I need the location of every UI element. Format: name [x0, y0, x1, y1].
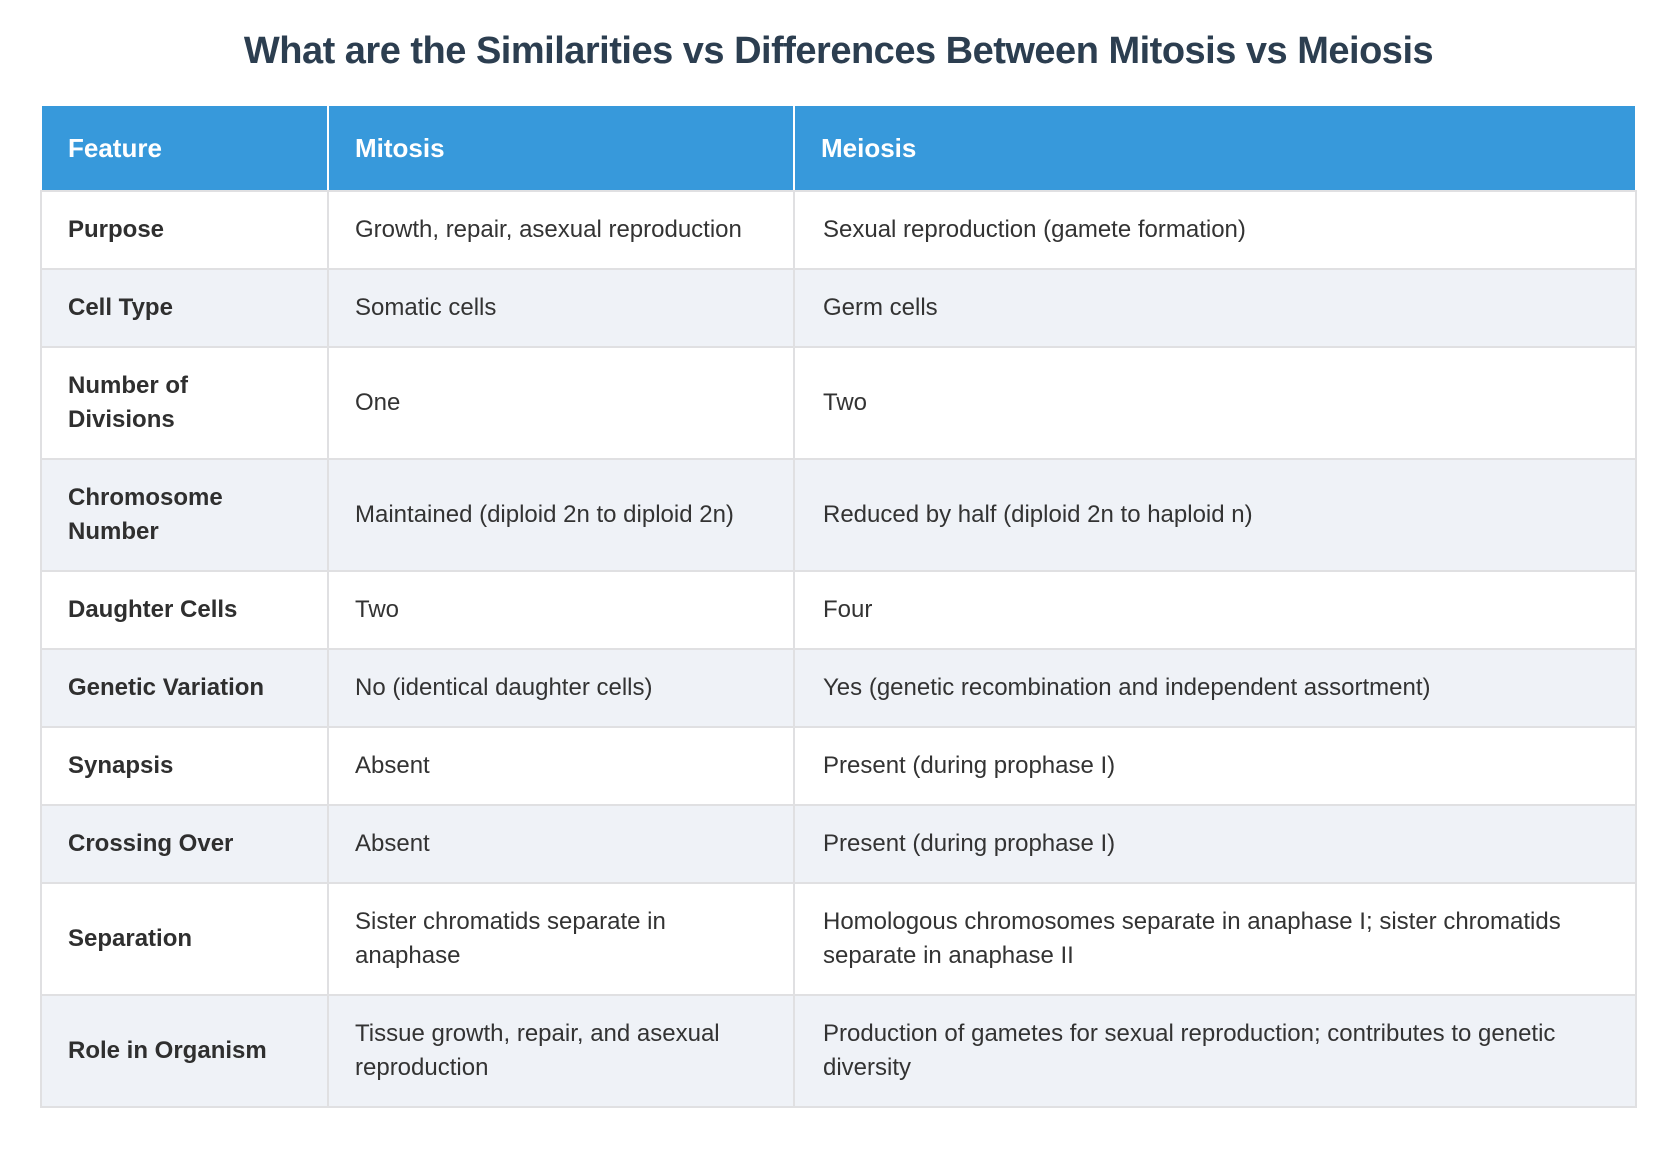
cell-feature: Role in Organism	[40, 994, 329, 1108]
column-header-meiosis: Meiosis	[793, 104, 1637, 192]
table-row: Number of Divisions One Two	[40, 346, 1637, 460]
cell-mitosis: Absent	[327, 804, 795, 884]
cell-meiosis: Production of gametes for sexual reprodu…	[793, 994, 1637, 1108]
page-title: What are the Similarities vs Differences…	[243, 30, 1434, 72]
table-row: Daughter Cells Two Four	[40, 570, 1637, 650]
cell-mitosis: Sister chromatids separate in anaphase	[327, 882, 795, 996]
cell-meiosis: Present (during prophase I)	[793, 726, 1637, 806]
cell-mitosis: Maintained (diploid 2n to diploid 2n)	[327, 458, 795, 572]
cell-feature: Cell Type	[40, 268, 329, 348]
table-row: Purpose Growth, repair, asexual reproduc…	[40, 190, 1637, 270]
cell-meiosis: Four	[793, 570, 1637, 650]
comparison-table: Feature Mitosis Meiosis Purpose Growth, …	[40, 104, 1637, 1108]
cell-meiosis: Homologous chromosomes separate in anaph…	[793, 882, 1637, 996]
cell-meiosis: Yes (genetic recombination and independe…	[793, 648, 1637, 728]
cell-feature: Genetic Variation	[40, 648, 329, 728]
table-row: Role in Organism Tissue growth, repair, …	[40, 994, 1637, 1108]
cell-meiosis: Germ cells	[793, 268, 1637, 348]
table-row: Crossing Over Absent Present (during pro…	[40, 804, 1637, 884]
cell-feature: Crossing Over	[40, 804, 329, 884]
column-header-feature: Feature	[40, 104, 329, 192]
cell-meiosis: Reduced by half (diploid 2n to haploid n…	[793, 458, 1637, 572]
table-row: Synapsis Absent Present (during prophase…	[40, 726, 1637, 806]
cell-feature: Separation	[40, 882, 329, 996]
table-row: Cell Type Somatic cells Germ cells	[40, 268, 1637, 348]
cell-meiosis: Two	[793, 346, 1637, 460]
cell-mitosis: Tissue growth, repair, and asexual repro…	[327, 994, 795, 1108]
cell-mitosis: Absent	[327, 726, 795, 806]
table-row: Separation Sister chromatids separate in…	[40, 882, 1637, 996]
cell-feature: Synapsis	[40, 726, 329, 806]
cell-mitosis: Growth, repair, asexual reproduction	[327, 190, 795, 270]
cell-mitosis: Somatic cells	[327, 268, 795, 348]
cell-mitosis: Two	[327, 570, 795, 650]
cell-feature: Chromosome Number	[40, 458, 329, 572]
table-row: Chromosome Number Maintained (diploid 2n…	[40, 458, 1637, 572]
cell-mitosis: One	[327, 346, 795, 460]
header-row: Feature Mitosis Meiosis	[40, 104, 1637, 192]
cell-feature: Number of Divisions	[40, 346, 329, 460]
column-header-mitosis: Mitosis	[327, 104, 795, 192]
cell-mitosis: No (identical daughter cells)	[327, 648, 795, 728]
cell-feature: Daughter Cells	[40, 570, 329, 650]
cell-meiosis: Sexual reproduction (gamete formation)	[793, 190, 1637, 270]
table-row: Genetic Variation No (identical daughter…	[40, 648, 1637, 728]
cell-meiosis: Present (during prophase I)	[793, 804, 1637, 884]
cell-feature: Purpose	[40, 190, 329, 270]
